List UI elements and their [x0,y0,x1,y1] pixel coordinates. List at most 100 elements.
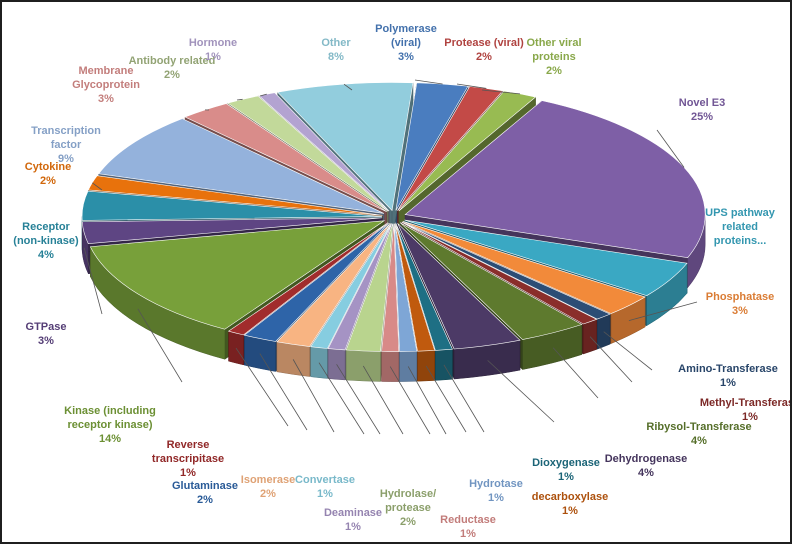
slice-side-6-0 [596,313,611,350]
slice-25 [184,103,387,213]
slice-label-6: Amino-Transferase 1% [678,363,778,389]
slice-label-line-17-1: 2% [260,488,276,500]
slice-label-line-19-2: 1% [180,467,196,479]
slice-label-15: Deaminase 1% [324,507,382,533]
slice-label-line-9-1: 4% [638,467,654,479]
slice-label-line-24-0: Transcription [31,125,101,137]
slice-label-line-26-0: Antibody related [129,55,216,67]
slice-label-line-20-1: receptor kinase) [68,419,153,431]
slice-label-23: Cytokine 2% [25,161,71,187]
slice-label-28: Other 8% [321,37,351,63]
slice-label-line-20-0: Kinase (including [64,405,156,417]
slice-label-1: Protease (viral) 2% [444,37,524,63]
slice-label-22: Receptor (non-kinase) 4% [13,221,79,261]
leader-line-7 [589,336,633,383]
leader-line-19 [235,347,289,427]
leader-line-15 [336,364,381,435]
slice-label-line-14-0: Hydrolase/ [380,488,436,500]
slice-label-13: Reductase 1% [440,514,496,540]
slice-label-16: Convertase 1% [295,474,355,500]
slice-label-10: Dioxygenase 1% [532,457,600,483]
slice-label-18: Glutaminase 2% [172,480,238,506]
slice-label-12: Hydrotase 1% [469,478,523,504]
leader-line-23 [92,182,103,191]
leader-line-6 [603,331,653,371]
slice-14 [345,223,394,352]
slice-label-line-0-1: (viral) [391,37,421,49]
slice-6 [401,221,611,320]
slice-15 [327,223,393,351]
leader-line-18 [259,353,308,431]
slice-label-line-23-0: Cytokine [25,161,71,173]
slice-13 [381,223,400,352]
slice-side-14-0 [345,349,381,382]
slice-label-line-17-0: Isomerase [241,474,295,486]
slice-label-line-27-1: 1% [205,51,221,63]
slice-label-9: Dehydrogenase 4% [605,453,688,479]
slice-label-line-23-1: 2% [40,175,56,187]
slice-label-line-1-0: Protease (viral) [444,37,524,49]
slice-5 [402,221,646,314]
slice-20 [89,220,386,330]
slice-label-14: Hydrolase/protease 2% [380,488,436,528]
slice-label-line-4-2: proteins... [714,235,767,247]
slice-label-line-5-1: 3% [732,305,748,317]
slice-label-11: decarboxylase 1% [532,491,608,517]
slice-label-line-2-1: proteins [532,51,575,63]
slice-label-line-8-1: 4% [691,435,707,447]
slice-label-line-2-2: 2% [546,65,562,77]
slice-label-0: Polymerase (viral) 3% [375,23,437,63]
slice-7 [401,221,598,325]
slice-label-3: Novel E3 25% [679,97,725,123]
leader-line-28 [343,83,353,91]
slice-label-line-3-0: Novel E3 [679,97,725,109]
slice-label-line-27-0: Hormone [189,37,237,49]
slice-label-line-25-1: Glycoprotein [72,79,140,91]
slice-side-17-0 [276,341,310,377]
slice-18 [243,222,390,342]
leader-line-14 [362,365,404,435]
slice-label-line-7-1: 1% [742,411,758,423]
slice-label-line-10-1: 1% [558,471,574,483]
slice-label-line-14-1: protease [385,502,431,514]
slice-label-4: UPS pathway related proteins... [705,207,776,247]
slice-label-line-5-0: Phosphatase [706,291,774,303]
leader-line-26 [236,98,243,101]
slice-label-line-12-1: 1% [488,492,504,504]
pie-tops [81,82,706,352]
slice-label-17: Isomerase 2% [241,474,295,500]
slice-3 [404,100,706,259]
slice-label-line-25-2: 3% [98,93,114,105]
slice-side-16-0 [310,346,328,379]
slice-label-line-4-1: related [722,221,758,233]
leader-line-0 [414,79,443,85]
slice-label-line-0-2: 3% [398,51,414,63]
slice-label-line-18-1: 2% [197,494,213,506]
slice-label-line-6-0: Amino-Transferase [678,363,778,375]
slice-label-line-1-1: 2% [476,51,492,63]
slice-label-26: Antibody related 2% [129,55,216,81]
slice-label-line-20-2: 14% [99,433,121,445]
slice-label-line-11-0: decarboxylase [532,491,608,503]
slice-label-line-4-0: UPS pathway [705,207,776,219]
slice-label-line-21-0: GTPase [26,321,67,333]
slice-label-19: Reverse transcripitase 1% [152,439,224,479]
pie-labels: Polymerase (viral) 3%Protease (viral) 2%Oth… [13,23,790,540]
leader-line-20 [137,308,183,383]
slice-label-line-19-1: transcripitase [152,453,224,465]
slice-19 [227,222,389,336]
slice-12 [394,223,418,352]
slice-10 [395,223,453,351]
slice-side-10-0 [435,348,453,381]
slice-side-19-0 [228,330,244,366]
slice-label-line-22-2: 4% [38,249,54,261]
slice-label-line-13-1: 1% [460,528,476,540]
slice-26 [227,95,389,212]
slice-label-line-18-0: Glutaminase [172,480,238,492]
slice-label-line-19-0: Reverse [167,439,210,451]
slice-label-line-2-0: Other viral [526,37,581,49]
slice-label-line-3-1: 25% [691,111,713,123]
slice-label-line-11-1: 1% [562,505,578,517]
slice-label-line-9-0: Dehydrogenase [605,453,688,465]
leader-line-11 [425,365,467,433]
